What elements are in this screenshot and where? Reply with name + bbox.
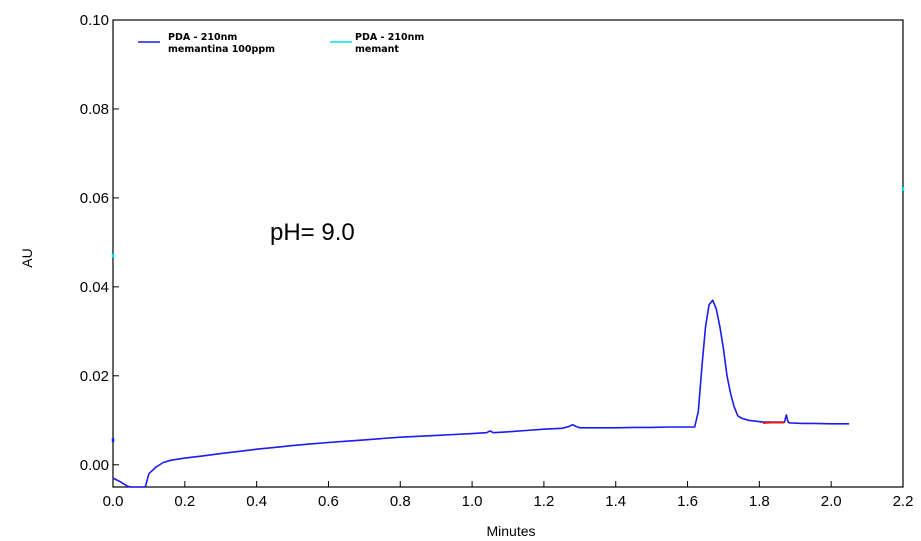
y-tick-label: 0.10	[80, 12, 109, 29]
y-tick-label: 0.00	[80, 457, 109, 474]
series-line-2	[762, 421, 785, 424]
plot-frame	[112, 19, 904, 488]
legend-label-2-line2: memant	[355, 44, 399, 55]
x-tick-label: 1.8	[749, 493, 770, 510]
x-tick-label: 1.6	[677, 493, 698, 510]
legend-label-1-line1: PDA - 210nm	[168, 32, 237, 43]
x-tick-label: 0.8	[390, 493, 411, 510]
x-tick-label: 1.0	[462, 493, 483, 510]
x-tick-label: 0.0	[103, 493, 124, 510]
series-layer	[112, 299, 850, 488]
x-tick-label: 0.6	[318, 493, 339, 510]
legend-label-2-line1: PDA - 210nm	[355, 32, 424, 43]
ph-annotation: pH= 9.0	[270, 219, 355, 246]
y-tick-label: 0.02	[80, 368, 109, 385]
x-tick-label: 0.4	[246, 493, 267, 510]
y-tick-label: 0.04	[80, 279, 109, 296]
x-tick-label: 1.2	[533, 493, 554, 510]
x-axis: 0.0 0.2 0.4 0.6 0.8 1.0 1.2 1.4 1.6 1.8 2.0 2.2	[103, 481, 914, 510]
legend-label-1-line2: memantina 100ppm	[168, 44, 275, 55]
x-axis-label: Minutes	[486, 523, 535, 539]
edge-marks	[111, 187, 905, 443]
y-axis-label: AU	[19, 248, 35, 267]
x-tick-label: 2.2	[893, 493, 914, 510]
x-tick-label: 1.4	[605, 493, 626, 510]
y-axis: 0.00 0.02 0.04 0.06 0.08 0.10	[80, 12, 119, 474]
x-tick-label: 2.0	[821, 493, 842, 510]
x-tick-label: 0.2	[174, 493, 195, 510]
y-tick-label: 0.06	[80, 190, 109, 207]
legend: PDA - 210nm memantina 100ppm PDA - 210nm…	[138, 32, 424, 55]
y-tick-label: 0.08	[80, 101, 109, 118]
series-line-1	[112, 299, 850, 488]
